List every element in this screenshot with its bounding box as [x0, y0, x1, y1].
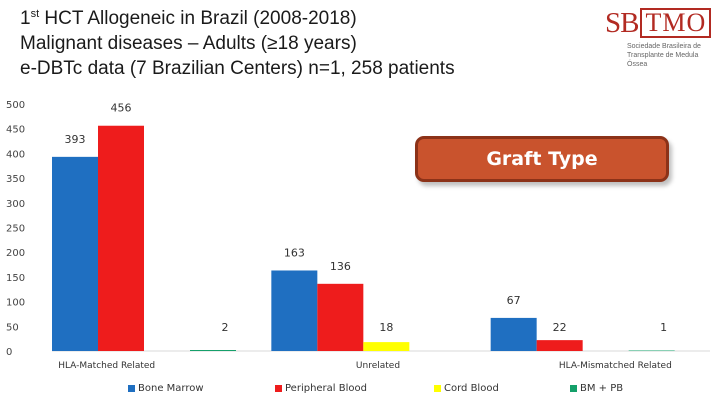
chart-legend: Bone Marrow Peripheral Blood Cord Blood BM … [0, 381, 720, 395]
logo-subtitle: Sociedade Brasileira de Transplante de M… [627, 43, 701, 68]
data-label: 67 [507, 294, 521, 307]
bar [536, 340, 583, 351]
y-tick-label: 500 [6, 100, 25, 111]
y-tick-label: 300 [6, 199, 25, 210]
y-tick-label: 50 [6, 322, 19, 333]
bar [363, 342, 410, 351]
y-tick-label: 450 [6, 125, 25, 136]
title-line-3: e-DBTc data (7 Brazilian Centers) n=1, 2… [20, 58, 455, 79]
legend-item: Cord Blood [434, 381, 499, 395]
y-tick-label: 250 [6, 224, 25, 235]
data-label: 393 [65, 133, 86, 146]
y-tick-label: 150 [6, 273, 25, 284]
graft-type-badge: Graft Type [415, 136, 669, 182]
legend-item: Peripheral Blood [275, 381, 367, 395]
bar [98, 125, 144, 352]
legend-item: BM + PB [570, 381, 623, 395]
bar [490, 317, 537, 351]
title-line-2: Malignant diseases – Adults (≥18 years) [20, 33, 357, 54]
bar [271, 270, 318, 351]
legend-label: Cord Blood [444, 382, 499, 394]
data-label: 456 [111, 102, 132, 115]
legend-swatch [128, 384, 135, 392]
legend-item: Bone Marrow [128, 381, 204, 395]
title-line-1: 1st HCT Allogeneic in Brazil (2008-2018) [20, 8, 357, 29]
legend-label: Bone Marrow [138, 382, 204, 394]
logo-tmo-box: TMO [640, 8, 712, 38]
legend-swatch [275, 384, 282, 392]
y-tick-label: 350 [6, 174, 25, 185]
y-tick-label: 100 [6, 298, 25, 309]
legend-swatch [434, 384, 441, 392]
legend-label: BM + PB [580, 382, 624, 394]
x-category-label: HLA-Mismatched Related [559, 361, 672, 371]
logo-sb-text: SB [605, 7, 639, 39]
legend-label: Peripheral Blood [285, 382, 367, 394]
sbtmo-logo: SB TMO Sociedade Brasileira de Transplan… [605, 6, 713, 68]
data-label: 1 [660, 321, 667, 334]
y-tick-label: 400 [6, 149, 25, 160]
legend-swatch [570, 384, 577, 392]
bar [317, 283, 364, 351]
data-label: 136 [330, 260, 351, 273]
bar [190, 350, 236, 351]
data-label: 22 [553, 321, 567, 334]
x-category-label: HLA-Matched Related [58, 361, 155, 371]
slide-title: 1st HCT Allogeneic in Brazil (2008-2018)… [20, 6, 580, 81]
x-category-label: Unrelated [356, 361, 400, 371]
data-label: 163 [284, 246, 305, 259]
data-label: 2 [222, 321, 229, 334]
data-label: 18 [379, 321, 393, 334]
y-tick-label: 0 [6, 347, 12, 358]
bar [628, 350, 675, 352]
bar [52, 156, 98, 351]
y-tick-label: 200 [6, 248, 25, 259]
